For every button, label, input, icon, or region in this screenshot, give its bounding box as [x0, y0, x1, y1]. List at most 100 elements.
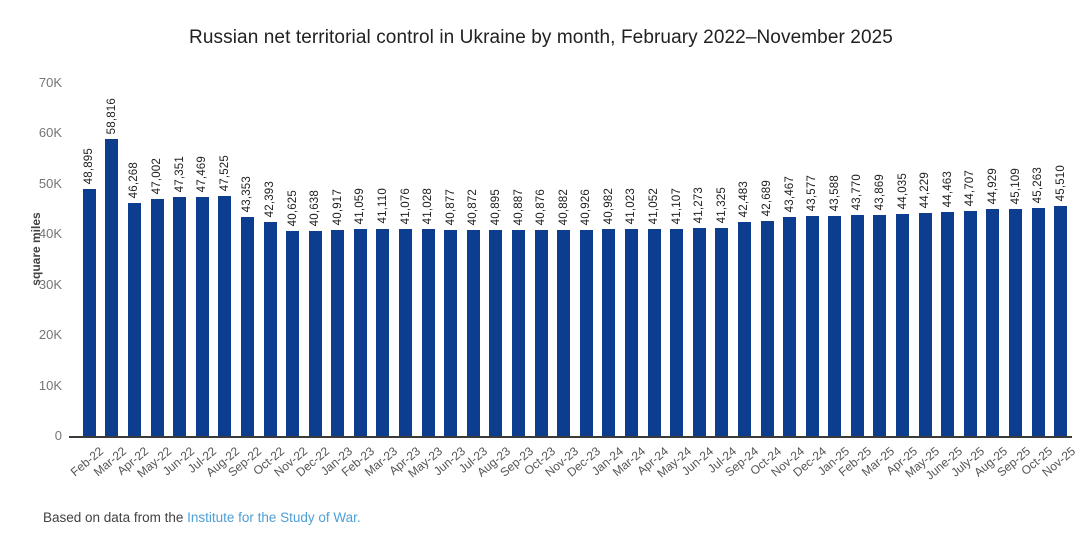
- bar[interactable]: [805, 216, 819, 436]
- bar[interactable]: [512, 230, 526, 436]
- bar[interactable]: [602, 229, 616, 436]
- bar[interactable]: [828, 216, 842, 436]
- bar-value-label: 48,895: [83, 147, 96, 184]
- bar-value-label: 41,023: [625, 187, 638, 224]
- bar[interactable]: [715, 228, 729, 436]
- bar[interactable]: [579, 230, 593, 436]
- bar-value-label: 45,109: [1009, 167, 1022, 204]
- bar-value-label: 47,469: [196, 155, 209, 192]
- bar[interactable]: [534, 230, 548, 436]
- bar-value-label: 41,028: [422, 187, 435, 224]
- bar[interactable]: [692, 228, 706, 436]
- bar[interactable]: [783, 217, 797, 436]
- bar-value-label: 40,926: [580, 188, 593, 225]
- bar[interactable]: [850, 215, 864, 436]
- source-link[interactable]: Institute for the Study of War.: [187, 510, 361, 525]
- bar[interactable]: [127, 203, 141, 436]
- bar[interactable]: [557, 230, 571, 436]
- y-axis-tick: 60K: [38, 125, 62, 141]
- bar[interactable]: [1009, 209, 1023, 436]
- bar[interactable]: [105, 139, 119, 436]
- bar[interactable]: [647, 229, 661, 436]
- bar-value-label: 44,929: [986, 167, 999, 204]
- bar[interactable]: [963, 211, 977, 436]
- bar-value-label: 44,463: [941, 170, 954, 207]
- bar-value-label: 44,035: [896, 172, 909, 209]
- bar[interactable]: [263, 222, 277, 436]
- bar-value-label: 40,625: [286, 189, 299, 226]
- y-axis-tick: 30K: [38, 276, 62, 292]
- bar[interactable]: [873, 215, 887, 436]
- y-axis-tick: 70K: [38, 75, 62, 90]
- y-axis-tick: 0: [54, 428, 62, 443]
- bar-value-label: 41,059: [354, 187, 367, 224]
- bar[interactable]: [737, 222, 751, 436]
- y-axis-tick: 50K: [38, 175, 62, 191]
- bar[interactable]: [986, 209, 1000, 436]
- plot-area: 48,895 58,816 46,268 47,002 47,351 47,469 47,5…: [78, 83, 1072, 436]
- bar[interactable]: [466, 230, 480, 436]
- bar-value-label: 46,268: [128, 161, 141, 198]
- bar[interactable]: [399, 229, 413, 436]
- bar[interactable]: [353, 229, 367, 436]
- bar[interactable]: [444, 230, 458, 436]
- bar[interactable]: [331, 230, 345, 436]
- bar[interactable]: [308, 231, 322, 436]
- bar-value-label: 40,876: [535, 188, 548, 225]
- bar-value-label: 40,638: [309, 189, 322, 226]
- bar-value-label: 43,869: [873, 173, 886, 210]
- bar-value-label: 40,887: [512, 188, 525, 225]
- bar[interactable]: [240, 217, 254, 436]
- source-note: Based on data from the Institute for the…: [43, 510, 361, 525]
- bar[interactable]: [421, 229, 435, 436]
- bar[interactable]: [941, 212, 955, 436]
- bar-value-label: 58,816: [105, 97, 118, 134]
- bar-value-label: 40,877: [444, 188, 457, 225]
- bar[interactable]: [82, 189, 96, 436]
- bar[interactable]: [150, 199, 164, 436]
- bar-value-label: 44,229: [919, 171, 932, 208]
- bar[interactable]: [670, 229, 684, 436]
- bar[interactable]: [624, 229, 638, 436]
- bar-value-label: 41,076: [399, 187, 412, 224]
- bar-value-label: 45,510: [1054, 164, 1067, 201]
- bar-value-label: 40,882: [557, 188, 570, 225]
- bar-value-label: 43,588: [828, 174, 841, 211]
- bar-value-label: 40,895: [489, 188, 502, 225]
- bar[interactable]: [173, 197, 187, 436]
- chart-title: Russian net territorial control in Ukrai…: [189, 27, 893, 48]
- bar-value-label: 43,770: [851, 173, 864, 210]
- y-axis-tick: 10K: [38, 377, 62, 393]
- bar[interactable]: [195, 197, 209, 436]
- bar-value-label: 45,263: [1032, 166, 1045, 203]
- bar[interactable]: [489, 230, 503, 436]
- bar-value-label: 41,110: [376, 188, 389, 224]
- bar-value-label: 43,353: [241, 175, 254, 212]
- bar-value-label: 47,351: [173, 155, 186, 192]
- y-axis-tick: 20K: [38, 327, 62, 343]
- bar-value-label: 41,107: [670, 187, 683, 224]
- bar[interactable]: [760, 221, 774, 436]
- bar[interactable]: [1054, 206, 1068, 436]
- bar[interactable]: [376, 229, 390, 436]
- bar[interactable]: [286, 231, 300, 436]
- bar-value-label: 43,467: [783, 175, 796, 212]
- bar[interactable]: [918, 213, 932, 436]
- x-axis-line: [69, 436, 1072, 438]
- bar-value-label: 42,393: [264, 180, 277, 217]
- bar-value-label: 40,872: [467, 188, 480, 225]
- bar-value-label: 47,525: [218, 154, 231, 191]
- bar-value-label: 41,273: [693, 186, 706, 223]
- bar-value-label: 40,982: [602, 187, 615, 224]
- bar[interactable]: [896, 214, 910, 436]
- bar[interactable]: [1031, 208, 1045, 436]
- bar-value-label: 42,689: [761, 179, 774, 216]
- y-axis-tick: 40K: [38, 226, 62, 242]
- bar-value-label: 40,917: [331, 188, 344, 225]
- bar-value-label: 41,052: [648, 187, 661, 224]
- bar-value-label: 42,483: [738, 180, 751, 217]
- bar[interactable]: [218, 196, 232, 436]
- source-note-text: Based on data from the: [43, 510, 188, 525]
- bar-value-label: 47,002: [151, 157, 164, 194]
